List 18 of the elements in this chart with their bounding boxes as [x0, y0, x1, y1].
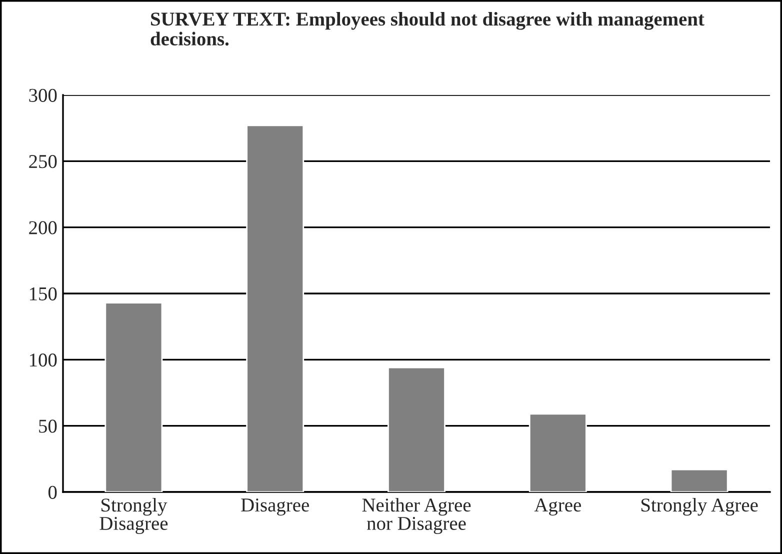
bar [528, 413, 587, 492]
y-tick-label: 150 [30, 287, 57, 300]
x-tick-label: Strongly Agree [641, 498, 758, 516]
bar [104, 302, 163, 492]
x-tick-label: Neither Agree nor Disagree [362, 498, 471, 534]
y-tick-label: 0 [48, 486, 57, 499]
x-tick-label: Agree [534, 498, 581, 516]
bar [246, 124, 304, 492]
bar [670, 468, 728, 492]
x-tick-label: Strongly Disagree [100, 498, 168, 534]
bar [388, 366, 446, 492]
y-tick-label: 50 [39, 420, 57, 433]
y-tick-label: 100 [30, 353, 57, 367]
y-tick-label: 200 [29, 221, 57, 234]
chart-title: SURVEY TEXT: Employees should not disagree with management decisions. [150, 12, 704, 46]
y-tick-label: 300 [29, 88, 57, 102]
x-tick-label: Disagree [241, 498, 309, 516]
y-tick-label: 250 [29, 154, 57, 168]
